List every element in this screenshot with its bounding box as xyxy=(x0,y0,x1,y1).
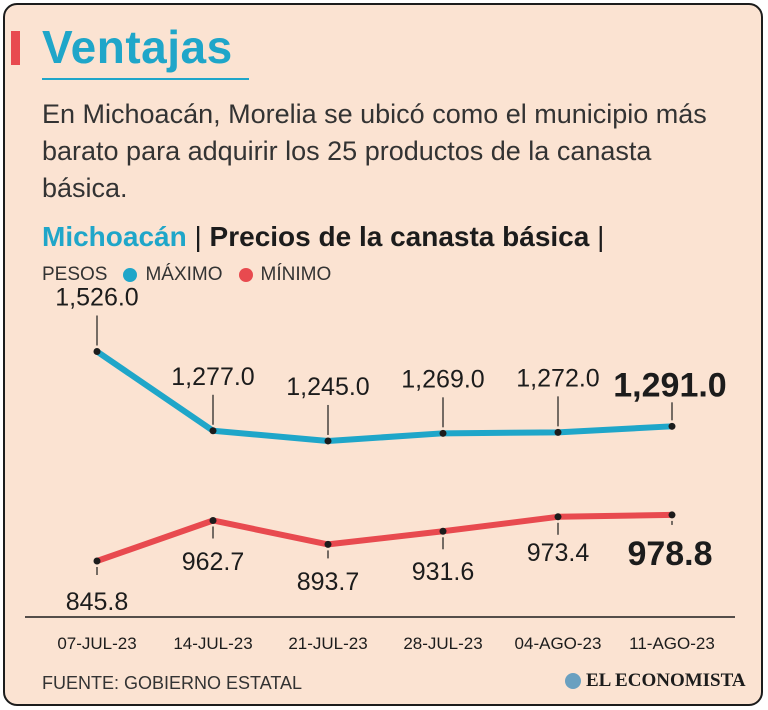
subtitle-region: Michoacán xyxy=(42,221,187,252)
legend-max-dot xyxy=(123,268,138,282)
max-data-point xyxy=(439,429,447,437)
title-accent-bar xyxy=(11,31,20,65)
x-tick-label: 07-JUL-23 xyxy=(57,634,136,653)
brand-logo: EL ECONOMISTA xyxy=(565,670,746,692)
min-data-point xyxy=(668,511,676,519)
min-series-line xyxy=(94,511,675,564)
min-value-label: 962.7 xyxy=(182,548,245,576)
legend-max-label: MÁXIMO xyxy=(145,264,223,285)
max-value-label: 1,269.0 xyxy=(401,365,484,393)
x-tick-label: 28-JUL-23 xyxy=(403,634,482,653)
max-data-point xyxy=(93,347,101,355)
x-tick-label: 14-JUL-23 xyxy=(173,634,252,653)
min-data-point xyxy=(93,557,101,565)
max-value-label: 1,277.0 xyxy=(171,363,254,391)
intro-text: En Michoacán, Morelia se ubicó como el m… xyxy=(42,99,707,203)
max-data-point xyxy=(668,422,676,430)
chart-legend: PESOS MÁXIMO MÍNIMO xyxy=(42,262,331,288)
price-line-chart: 07-JUL-23 14-JUL-23 21-JUL-23 28-JUL-23 04-A… xyxy=(25,283,735,653)
max-value-label: 1,291.0 xyxy=(613,366,726,404)
max-value-label: 1,245.0 xyxy=(286,373,369,401)
legend-min-dot xyxy=(238,268,253,282)
max-data-point xyxy=(324,437,332,445)
min-data-point xyxy=(324,540,332,548)
min-value-label: 973.4 xyxy=(527,539,590,567)
max-data-point xyxy=(554,428,562,436)
subtitle-trailing-separator: | xyxy=(597,221,605,252)
x-tick-label: 21-JUL-23 xyxy=(288,634,367,653)
source-note: FUENTE: GOBIERNO ESTATAL xyxy=(42,673,303,693)
legend-min-label: MÍNIMO xyxy=(260,264,332,285)
max-value-label: 1,272.0 xyxy=(516,364,599,392)
brand-name: EL ECONOMISTA xyxy=(586,670,746,691)
min-data-point xyxy=(439,527,447,535)
x-tick-label: 04-AGO-23 xyxy=(515,634,602,653)
chart-subtitle: Michoacán | Precios de la canasta básica… xyxy=(42,219,604,255)
min-value-label: 845.8 xyxy=(66,588,129,616)
x-tick-label: 11-AGO-23 xyxy=(629,634,715,653)
max-data-point xyxy=(209,427,217,435)
max-series-line xyxy=(94,348,675,444)
min-data-point xyxy=(554,513,562,521)
x-axis: 07-JUL-23 14-JUL-23 21-JUL-23 28-JUL-23 04-A… xyxy=(25,616,735,653)
min-data-point xyxy=(209,516,217,524)
infographic-card: Ventajas En Michoacán, Morelia se ubicó … xyxy=(3,3,763,706)
min-value-label: 978.8 xyxy=(627,535,712,573)
brand-globe-icon xyxy=(565,673,581,689)
max-value-label: 1,526.0 xyxy=(55,283,138,311)
title-underline xyxy=(42,78,249,80)
series-layer: 1,526.0 1,277.0 1,245.0 1,269.0 1,272.0 1,291… xyxy=(55,283,726,616)
subtitle-separator: | xyxy=(194,221,202,252)
page-title: Ventajas xyxy=(42,21,233,73)
min-value-label: 931.6 xyxy=(412,558,475,586)
subtitle-topic: Precios de la canasta básica xyxy=(209,221,590,252)
min-value-label: 893.7 xyxy=(297,568,360,596)
legend-unit: PESOS xyxy=(42,264,108,285)
